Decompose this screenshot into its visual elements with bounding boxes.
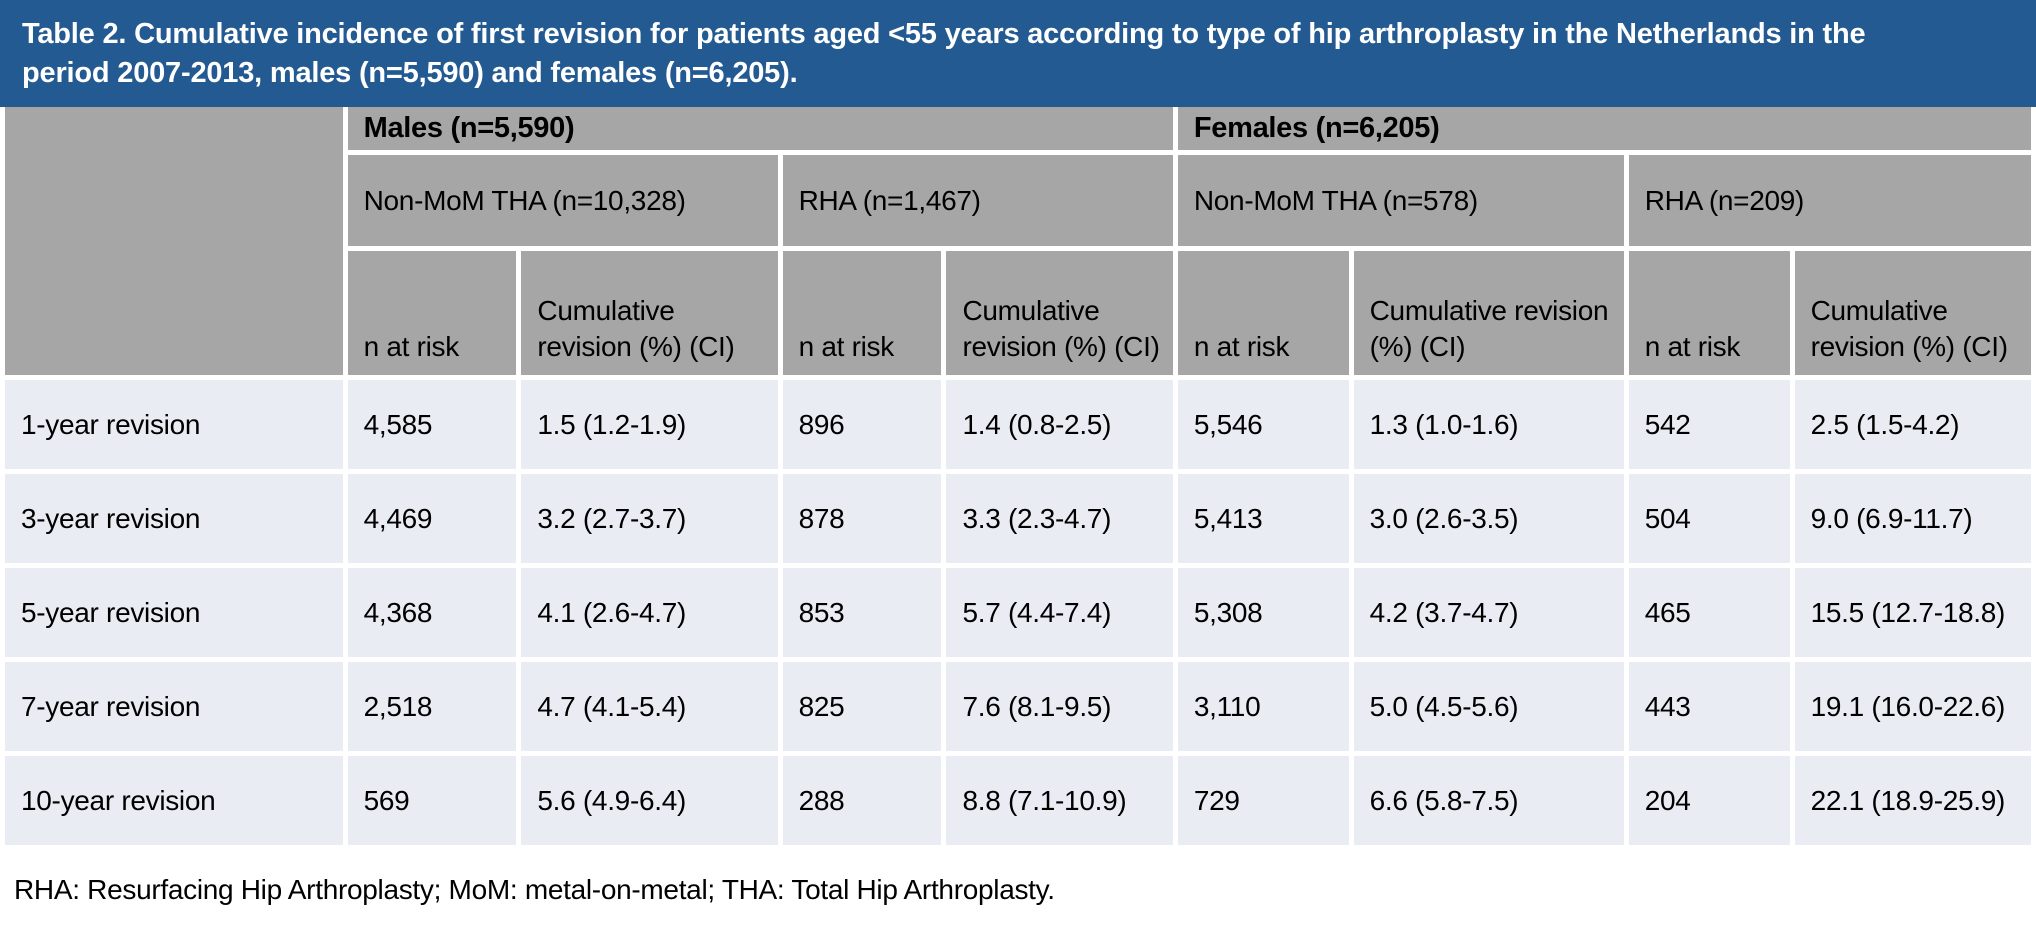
- data-cell: 4.7 (4.1-5.4): [521, 662, 778, 751]
- table-title: Table 2. Cumulative incidence of first r…: [22, 18, 1866, 89]
- data-cell: 853: [782, 568, 942, 657]
- column-header-cumulative: Cumulative revision (%) (CI): [1794, 251, 2031, 375]
- data-cell: 22.1 (18.9-25.9): [1794, 756, 2031, 845]
- corner-cell: [5, 107, 343, 375]
- table-row: 1-year revision 4,585 1.5 (1.2-1.9) 896 …: [5, 380, 2031, 469]
- subgroup-header-males-rha: RHA (n=1,467): [782, 155, 1173, 246]
- data-cell: 3,110: [1177, 662, 1349, 751]
- row-label: 7-year revision: [5, 662, 343, 751]
- table-title-bar: Table 2. Cumulative incidence of first r…: [0, 0, 2036, 107]
- data-cell: 896: [782, 380, 942, 469]
- subgroup-header-females-rha: RHA (n=209): [1628, 155, 2031, 246]
- data-cell: 4,585: [347, 380, 517, 469]
- data-cell: 878: [782, 474, 942, 563]
- row-label: 3-year revision: [5, 474, 343, 563]
- data-cell: 5.7 (4.4-7.4): [946, 568, 1173, 657]
- data-cell: 8.8 (7.1-10.9): [946, 756, 1173, 845]
- data-cell: 204: [1628, 756, 1790, 845]
- data-cell: 1.3 (1.0-1.6): [1353, 380, 1624, 469]
- data-cell: 5.0 (4.5-5.6): [1353, 662, 1624, 751]
- data-cell: 504: [1628, 474, 1790, 563]
- data-cell: 7.6 (8.1-9.5): [946, 662, 1173, 751]
- data-cell: 3.3 (2.3-4.7): [946, 474, 1173, 563]
- group-header-row: Males (n=5,590) Females (n=6,205): [5, 107, 2031, 375]
- row-label: 5-year revision: [5, 568, 343, 657]
- column-header-n-at-risk: n at risk: [782, 251, 942, 375]
- data-cell: 2.5 (1.5-4.2): [1794, 380, 2031, 469]
- column-header-cumulative: Cumulative revision (%) (CI): [946, 251, 1173, 375]
- data-cell: 9.0 (6.9-11.7): [1794, 474, 2031, 563]
- data-cell: 5.6 (4.9-6.4): [521, 756, 778, 845]
- footnote: RHA: Resurfacing Hip Arthroplasty; MoM: …: [14, 874, 1055, 905]
- data-cell: 2,518: [347, 662, 517, 751]
- data-cell: 6.6 (5.8-7.5): [1353, 756, 1624, 845]
- data-table: Males (n=5,590) Females (n=6,205) Non-Mo…: [0, 102, 2036, 850]
- group-header-females: Females (n=6,205): [1177, 107, 2031, 150]
- column-header-cumulative: Cumulative revision (%) (CI): [521, 251, 778, 375]
- column-header-n-at-risk: n at risk: [347, 251, 517, 375]
- column-header-row: n at risk Cumulative revision (%) (CI) n…: [5, 251, 2031, 375]
- subgroup-header-males-nonmom: Non-MoM THA (n=10,328): [347, 155, 778, 246]
- data-cell: 3.0 (2.6-3.5): [1353, 474, 1624, 563]
- column-header-n-at-risk: n at risk: [1177, 251, 1349, 375]
- data-cell: 5,413: [1177, 474, 1349, 563]
- data-cell: 288: [782, 756, 942, 845]
- data-cell: 4.2 (3.7-4.7): [1353, 568, 1624, 657]
- data-cell: 5,308: [1177, 568, 1349, 657]
- data-cell: 4.1 (2.6-4.7): [521, 568, 778, 657]
- row-label: 10-year revision: [5, 756, 343, 845]
- table-row: 10-year revision 569 5.6 (4.9-6.4) 288 8…: [5, 756, 2031, 845]
- data-cell: 569: [347, 756, 517, 845]
- group-header-males: Males (n=5,590): [347, 107, 1173, 150]
- column-header-cumulative: Cumulative revision (%) (CI): [1353, 251, 1624, 375]
- subgroup-header-females-nonmom: Non-MoM THA (n=578): [1177, 155, 1624, 246]
- data-cell: 5,546: [1177, 380, 1349, 469]
- table-row: 3-year revision 4,469 3.2 (2.7-3.7) 878 …: [5, 474, 2031, 563]
- data-cell: 4,368: [347, 568, 517, 657]
- data-cell: 542: [1628, 380, 1790, 469]
- data-cell: 465: [1628, 568, 1790, 657]
- data-cell: 825: [782, 662, 942, 751]
- table-row: 7-year revision 2,518 4.7 (4.1-5.4) 825 …: [5, 662, 2031, 751]
- data-cell: 19.1 (16.0-22.6): [1794, 662, 2031, 751]
- column-header-n-at-risk: n at risk: [1628, 251, 1790, 375]
- table-row: 5-year revision 4,368 4.1 (2.6-4.7) 853 …: [5, 568, 2031, 657]
- data-cell: 15.5 (12.7-18.8): [1794, 568, 2031, 657]
- data-cell: 729: [1177, 756, 1349, 845]
- data-cell: 1.5 (1.2-1.9): [521, 380, 778, 469]
- row-label: 1-year revision: [5, 380, 343, 469]
- data-cell: 4,469: [347, 474, 517, 563]
- data-cell: 1.4 (0.8-2.5): [946, 380, 1173, 469]
- subgroup-header-row: Non-MoM THA (n=10,328) RHA (n=1,467) Non…: [5, 155, 2031, 246]
- data-cell: 3.2 (2.7-3.7): [521, 474, 778, 563]
- data-cell: 443: [1628, 662, 1790, 751]
